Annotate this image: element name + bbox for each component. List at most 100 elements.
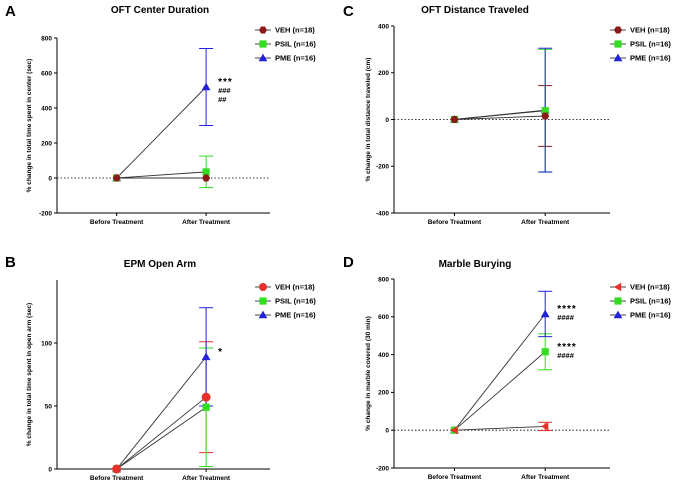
series-line-psil <box>116 171 207 179</box>
y-tick-label: 0 <box>48 466 52 473</box>
y-tick-label: -400 <box>376 210 389 217</box>
legend-marker-veh <box>259 26 267 34</box>
legend-marker-pme <box>258 310 268 319</box>
panel-letter: B <box>5 254 16 271</box>
series-line-pme <box>116 356 207 470</box>
y-tick-label: 600 <box>41 70 52 77</box>
x-tick-label: After Treatment <box>521 219 570 226</box>
legend-label: VEH (n=18) <box>630 26 670 35</box>
legend-marker-psil <box>259 40 267 48</box>
x-tick-label: Before Treatment <box>90 219 144 226</box>
significance-annotation: **** <box>557 342 577 353</box>
legend-marker-veh <box>614 26 622 34</box>
y-tick-label: -200 <box>376 164 389 171</box>
x-tick-label: Before Treatment <box>428 474 482 481</box>
significance-annotation: * <box>218 347 223 358</box>
y-axis-label: % change in total time spent in center (… <box>26 59 33 193</box>
y-tick-label: 400 <box>378 352 389 359</box>
data-point-veh <box>541 112 550 120</box>
series-line-psil <box>454 351 546 431</box>
y-tick-label: 400 <box>378 23 389 30</box>
series-line-veh_d <box>454 425 546 431</box>
significance-annotation: ### <box>218 86 231 95</box>
data-point-veh_d <box>201 392 211 402</box>
panel-letter: D <box>343 254 354 271</box>
legend-label: PME (n=16) <box>630 54 671 63</box>
legend-label: PSIL (n=16) <box>275 297 316 306</box>
legend-marker-psil <box>614 297 622 305</box>
data-point-psil <box>541 107 549 115</box>
y-tick-label: -200 <box>39 210 52 217</box>
significance-annotation: *** <box>218 77 233 88</box>
legend-label: PME (n=16) <box>275 54 316 63</box>
chart-title: EPM Open Arm <box>124 259 197 270</box>
data-point-veh_d <box>450 426 458 435</box>
legend-marker-pme <box>613 310 623 319</box>
y-tick-label: 200 <box>41 140 52 147</box>
y-tick-label: 0 <box>48 175 52 182</box>
series-line-pme <box>454 109 546 120</box>
legend-label: PSIL (n=16) <box>630 297 671 306</box>
legend-label: PME (n=16) <box>275 311 316 320</box>
panel-letter: A <box>5 3 16 20</box>
x-tick-label: After Treatment <box>521 474 570 481</box>
significance-annotation: **** <box>557 304 577 315</box>
x-tick-label: Before Treatment <box>428 219 482 226</box>
x-tick-label: Before Treatment <box>90 475 144 482</box>
legend-label: PSIL (n=16) <box>275 40 316 49</box>
legend-marker-psil <box>259 297 267 305</box>
chart-title: Marble Burying <box>439 259 512 270</box>
y-tick-label: 0 <box>385 428 389 435</box>
data-point-veh <box>202 174 211 182</box>
legend-label: VEH (n=18) <box>630 283 670 292</box>
data-point-psil <box>202 168 210 176</box>
data-point-veh <box>450 116 459 123</box>
data-point-psil <box>202 403 210 411</box>
x-tick-label: After Treatment <box>182 219 231 226</box>
y-tick-label: 800 <box>378 276 389 283</box>
series-line-veh_d <box>116 396 207 470</box>
y-tick-label: 800 <box>41 35 52 42</box>
chart-panel-c: C OFT Distance Traveled -400 -200 0 200 400 Bef… <box>343 3 671 226</box>
legend-label: VEH (n=18) <box>275 283 315 292</box>
data-point-pme <box>201 352 211 361</box>
significance-annotation: #### <box>557 351 575 360</box>
y-axis-label: % change in total time spent in open arm… <box>26 303 33 446</box>
data-point-veh_d <box>541 422 549 431</box>
legend-marker-pme <box>258 53 268 62</box>
y-tick-label: 200 <box>378 390 389 397</box>
y-tick-label: 0 <box>385 117 389 124</box>
significance-annotation: #### <box>557 313 575 322</box>
legend-marker-veh_d <box>613 282 622 292</box>
y-axis-label: % change in marble covered (30 min) <box>365 316 372 431</box>
chart-panel-b: B EPM Open Arm 0 50 100 Before Treatment After… <box>5 254 316 482</box>
legend-label: PME (n=16) <box>630 311 671 320</box>
data-point-pme <box>201 82 211 91</box>
legend-label: PSIL (n=16) <box>630 40 671 49</box>
x-tick-label: After Treatment <box>182 475 231 482</box>
chart-panel-a: A OFT Center Duration -200 0 200 400 600 800 Bef… <box>5 3 316 226</box>
panel-letter: C <box>343 3 354 20</box>
data-point-veh_d <box>112 464 122 474</box>
series-line-pme <box>116 86 207 179</box>
y-tick-label: 400 <box>41 105 52 112</box>
data-point-psil <box>541 348 549 356</box>
chart-panel-d: D Marble Burying -200 0 200 400 600 800 Before T… <box>343 254 671 481</box>
significance-annotation: ## <box>218 95 227 104</box>
y-tick-label: 100 <box>41 340 52 347</box>
y-axis-label: % change in total distance traveled (cm) <box>365 58 372 182</box>
legend-marker-pme <box>613 53 623 62</box>
data-point-veh <box>112 174 121 182</box>
y-tick-label: 200 <box>378 70 389 77</box>
legend-label: VEH (n=18) <box>275 26 315 35</box>
chart-title: OFT Distance Traveled <box>421 5 529 16</box>
chart-title: OFT Center Duration <box>111 5 209 16</box>
series-line-veh <box>454 115 546 120</box>
y-tick-label: 50 <box>45 403 53 410</box>
legend-marker-veh_d <box>259 283 267 291</box>
y-tick-label: -200 <box>376 465 389 472</box>
legend-marker-psil <box>614 40 622 48</box>
data-point-pme <box>540 309 550 318</box>
series-line-pme <box>454 313 546 431</box>
